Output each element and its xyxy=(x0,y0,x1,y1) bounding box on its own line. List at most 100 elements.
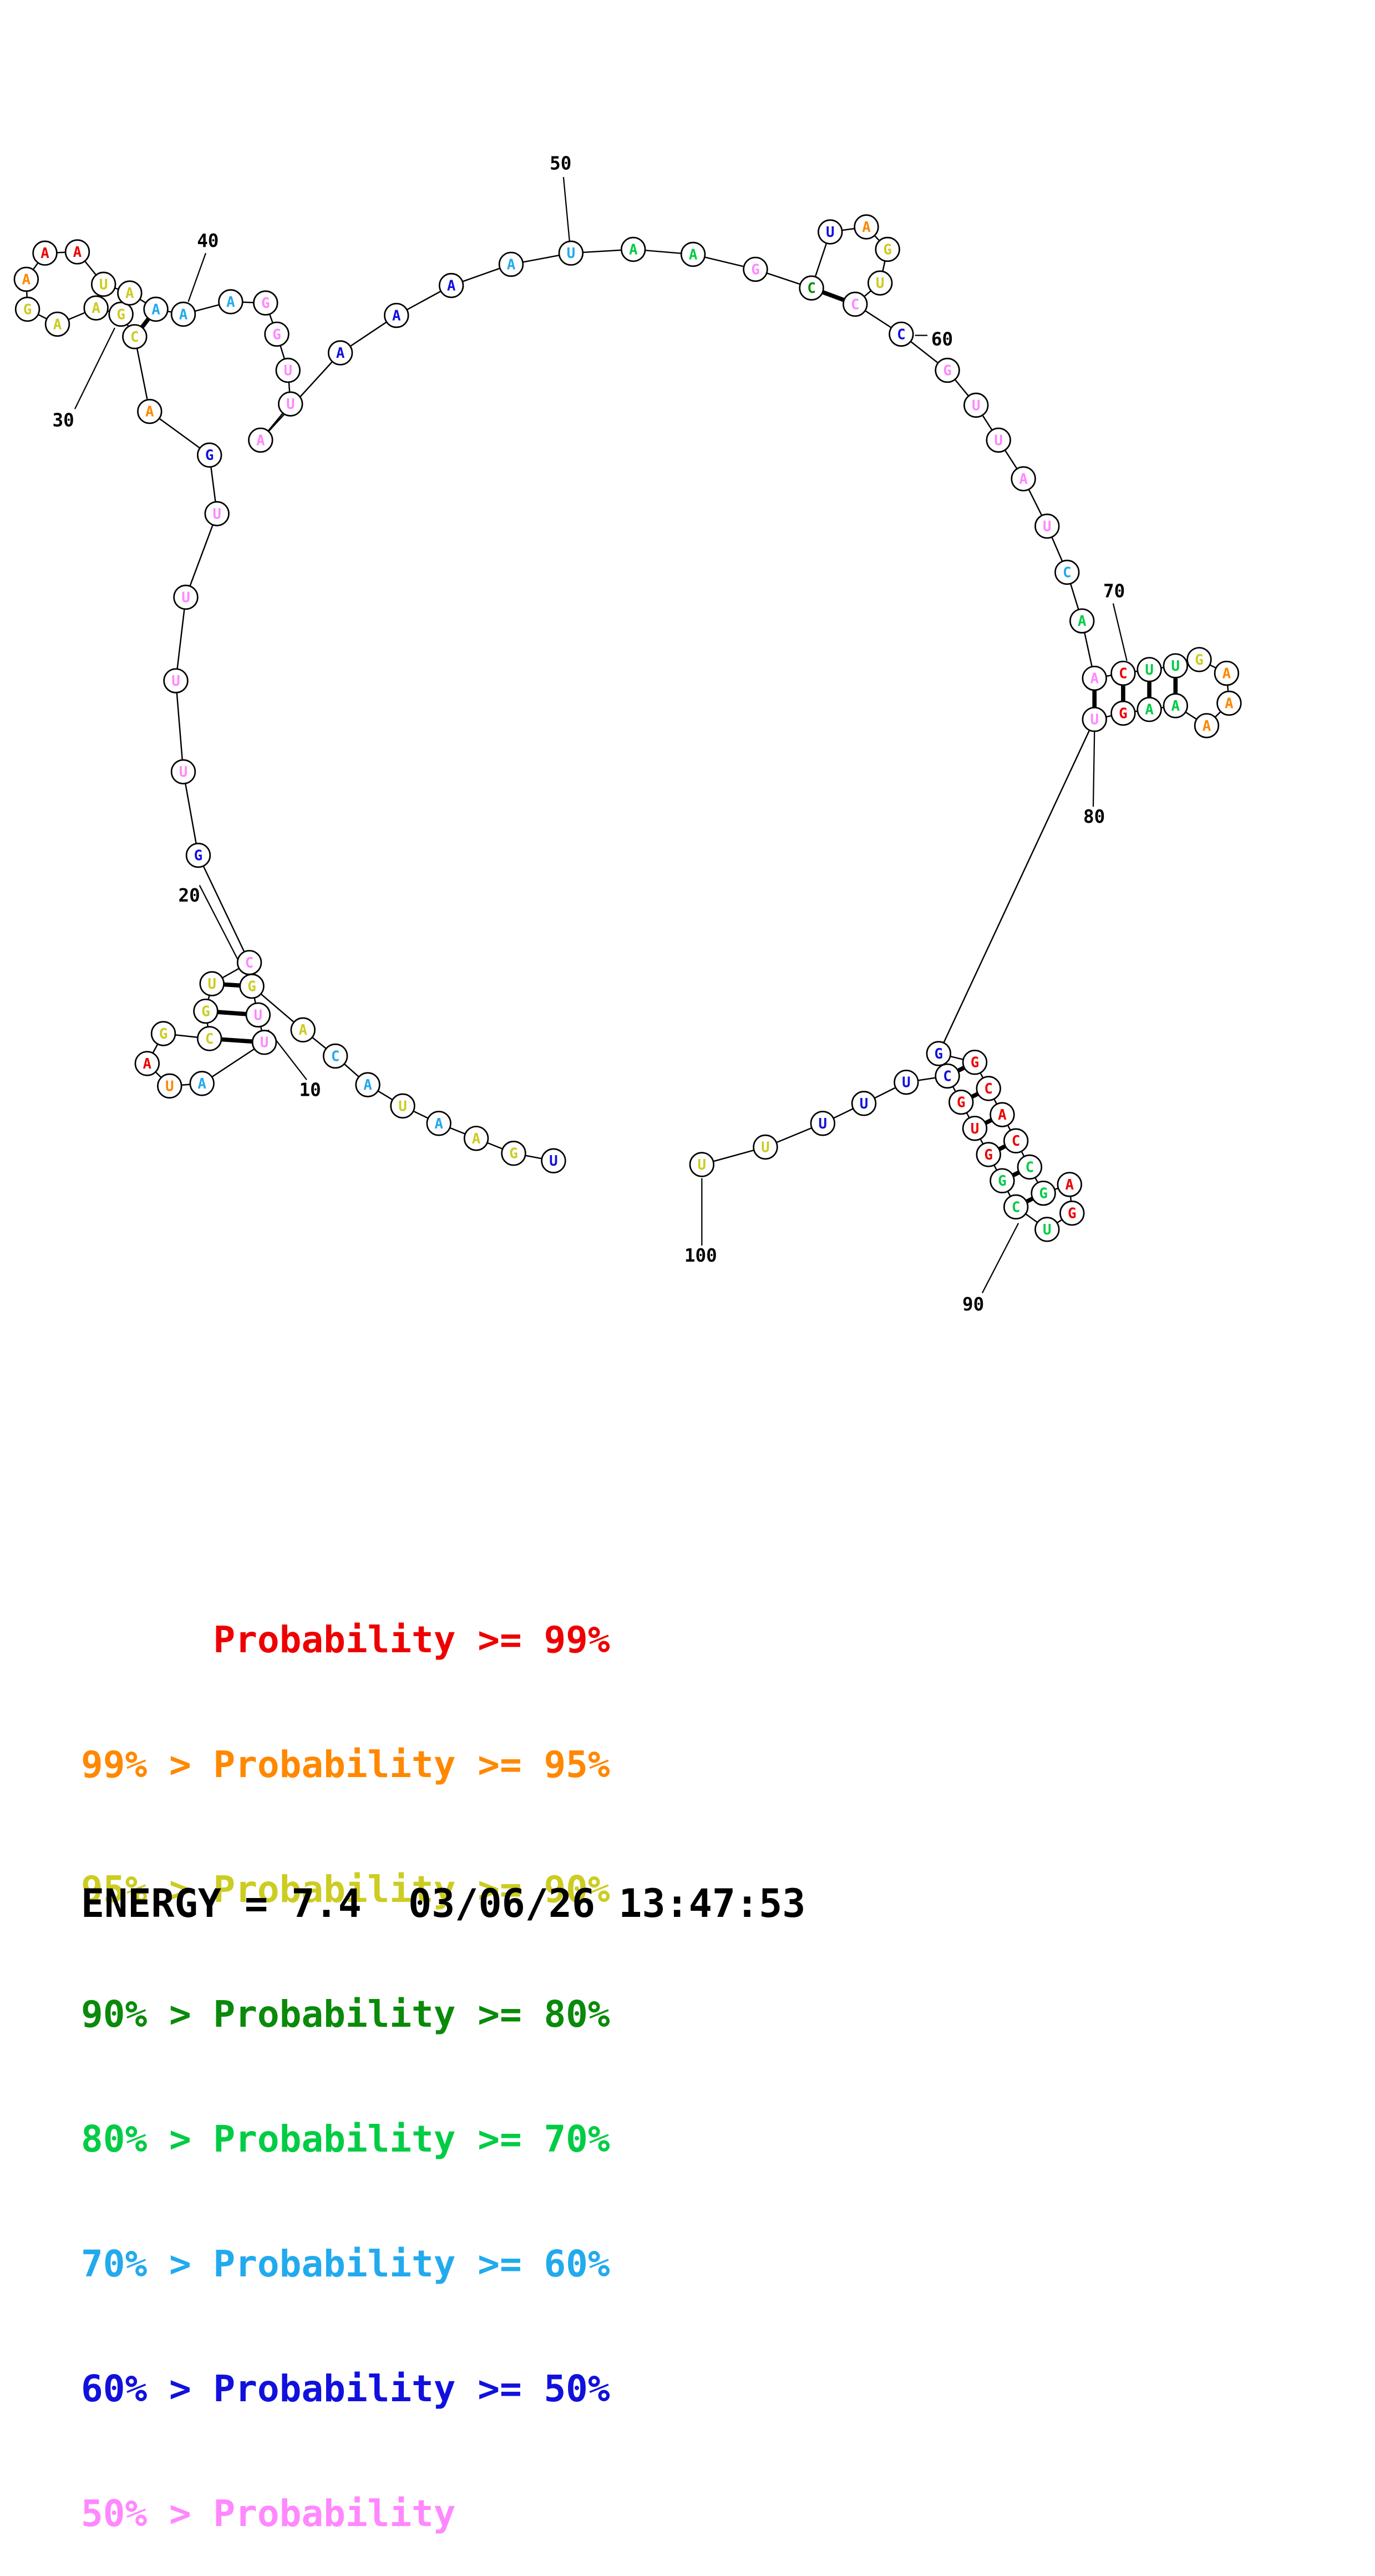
nucleotide-letter: A xyxy=(1171,698,1180,715)
nucleotide-letter: U xyxy=(260,1035,269,1051)
nucleotide-letter: A xyxy=(1090,671,1099,687)
nucleotide-circle xyxy=(1216,690,1242,716)
nucleotide-letter: A xyxy=(1145,702,1154,718)
nucleotide-circle xyxy=(322,1043,348,1069)
nucleotide-letter: A xyxy=(145,404,154,421)
nucleotide-letter: U xyxy=(994,432,1003,449)
nucleotide-letter: G xyxy=(1195,652,1204,669)
nucleotide-circle xyxy=(157,1073,182,1099)
nucleotide-letter: A xyxy=(434,1116,443,1132)
nucleotide-letter: A xyxy=(53,316,62,333)
nucleotide-circle xyxy=(278,391,303,417)
nucleotide-circle xyxy=(935,357,960,383)
nucleotide-letter: U xyxy=(860,1096,869,1112)
legend-row: 95% > Probability >= 90% xyxy=(81,1868,610,1911)
nucleotide-letter: G xyxy=(1119,705,1128,722)
nucleotide-letter: U xyxy=(761,1139,770,1156)
nucleotide-letter: A xyxy=(1203,718,1211,735)
nucleotide-letter: A xyxy=(862,219,871,236)
nucleotide-letter: G xyxy=(194,848,203,864)
nucleotide-circle xyxy=(854,214,879,240)
nucleotide-letter: A xyxy=(73,244,82,261)
legend-row: 90% > Probability >= 80% xyxy=(81,1993,610,2036)
nucleotide-letter: A xyxy=(125,285,134,302)
nucleotide-circle xyxy=(962,1116,988,1141)
nucleotide-circle xyxy=(463,1126,489,1151)
nucleotide-letter: G xyxy=(159,1026,168,1042)
nucleotide-circle xyxy=(170,759,196,785)
position-label-line xyxy=(74,327,115,409)
nucleotide-circle xyxy=(962,1049,988,1075)
nucleotide-letter: G xyxy=(998,1173,1007,1190)
nucleotide-letter: U xyxy=(254,1007,263,1024)
nucleotide-letter: C xyxy=(897,326,906,343)
nucleotide-circle xyxy=(810,1111,836,1136)
nucleotide-circle xyxy=(13,266,39,292)
nucleotide-circle xyxy=(117,280,143,306)
nucleotide-letter: U xyxy=(902,1075,911,1091)
nucleotide-circle xyxy=(108,301,134,327)
nucleotide-letter: U xyxy=(1090,712,1099,728)
nucleotide-letter: U xyxy=(171,673,180,690)
nucleotide-circle xyxy=(14,296,40,322)
nucleotide-circle xyxy=(384,302,409,328)
probability-legend: Probability >= 99% 99% > Probability >= … xyxy=(81,1536,610,2576)
nucleotide-letter: G xyxy=(984,1147,993,1163)
nucleotide-circle xyxy=(163,668,189,694)
nucleotide-letter: U xyxy=(1171,658,1180,675)
nucleotide-circle xyxy=(327,340,353,366)
position-label: 30 xyxy=(53,410,74,431)
nucleotide-letter: A xyxy=(689,246,698,263)
backbone-segment xyxy=(134,336,151,412)
backbone-segment xyxy=(185,513,218,598)
nucleotide-letter: A xyxy=(447,278,456,295)
position-label: 100 xyxy=(684,1245,717,1266)
nucleotide-letter: C xyxy=(331,1048,340,1065)
nucleotide-circle xyxy=(799,275,824,301)
position-label: 50 xyxy=(550,153,571,174)
position-label-line xyxy=(1112,603,1128,661)
position-label: 20 xyxy=(178,885,200,906)
nucleotide-circle xyxy=(1057,1172,1082,1197)
nucleotide-circle xyxy=(251,1030,277,1055)
nucleotide-circle xyxy=(390,1093,415,1119)
position-label-line xyxy=(199,885,243,968)
nucleotide-circle xyxy=(753,1134,778,1160)
nucleotide-circle xyxy=(501,1141,526,1166)
legend-row: 80% > Probability >= 70% xyxy=(81,2118,610,2160)
nucleotide-letter: G xyxy=(751,261,760,278)
nucleotide-circle xyxy=(990,1168,1015,1193)
nucleotide-letter: A xyxy=(179,306,188,323)
nucleotide-letter: U xyxy=(1043,518,1052,535)
position-label: 90 xyxy=(962,1294,984,1315)
nucleotide-letter: C xyxy=(943,1068,952,1085)
nucleotide-circle xyxy=(1059,1200,1085,1226)
nucleotide-letter: G xyxy=(957,1095,966,1111)
nucleotide-circle xyxy=(150,1021,176,1046)
nucleotide-letter: A xyxy=(22,271,31,288)
nucleotide-circle xyxy=(541,1148,566,1173)
nucleotide-letter: G xyxy=(261,295,270,312)
nucleotide-circle xyxy=(689,1152,715,1177)
nucleotide-letter: A xyxy=(336,345,345,362)
nucleotide-circle xyxy=(963,392,989,418)
nucleotide-circle xyxy=(275,357,301,383)
nucleotide-letter: U xyxy=(283,362,292,379)
nucleotide-letter: U xyxy=(876,275,885,292)
nucleotide-circle xyxy=(851,1091,877,1116)
nucleotide-circle xyxy=(1214,660,1240,686)
nucleotide-circle xyxy=(1003,1128,1029,1153)
nucleotide-letter: G xyxy=(943,362,952,379)
nucleotide-letter: U xyxy=(972,397,981,414)
nucleotide-letter: G xyxy=(23,301,32,318)
nucleotide-letter: A xyxy=(998,1107,1007,1123)
nucleotide-letter: G xyxy=(883,241,892,258)
nucleotide-letter: C xyxy=(205,1031,214,1047)
position-label-line xyxy=(187,252,206,302)
nucleotide-letter: A xyxy=(1078,613,1087,630)
nucleotide-letter: A xyxy=(197,1076,206,1092)
nucleotide-letter: A xyxy=(363,1077,372,1094)
nucleotide-circle xyxy=(1034,1217,1060,1242)
legend-row: 99% > Probability >= 95% xyxy=(81,1743,610,1786)
